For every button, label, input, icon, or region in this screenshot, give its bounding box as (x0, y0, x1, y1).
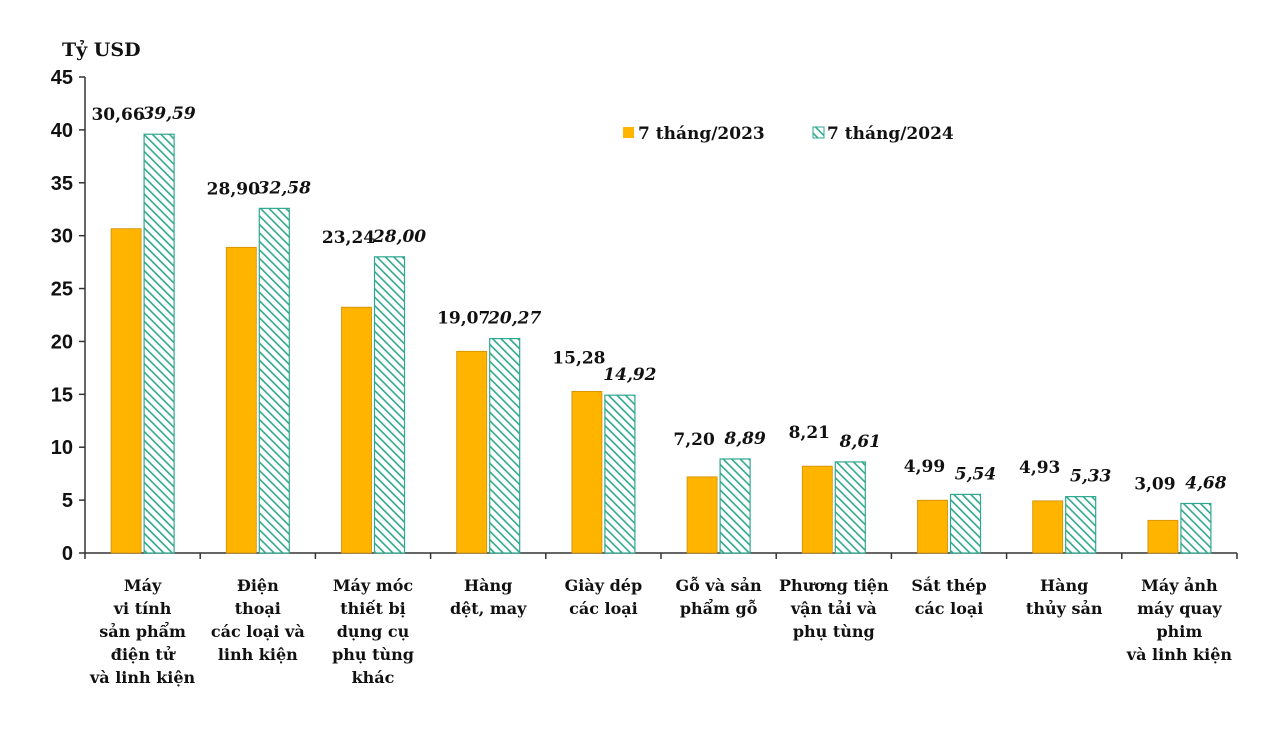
x-category-label: Điện thoại các loại và linh kiện (211, 576, 305, 664)
bar-2023 (225, 246, 257, 554)
x-category-label: Giày dép các loại (565, 576, 643, 618)
data-label-2023: 3,09 (1134, 474, 1175, 494)
y-tick-label: 20 (51, 331, 73, 353)
y-tick-label: 15 (51, 384, 73, 406)
bar-2024 (143, 133, 175, 554)
x-category-label: Hàng dệt, may (450, 576, 527, 618)
y-tick-label: 10 (51, 437, 73, 459)
data-label-2024: 39,59 (142, 104, 195, 124)
x-category-label: Gỗ và sản phẩm gỗ (676, 576, 763, 618)
bar-2024 (719, 458, 751, 554)
category-labels-group: Máy vi tính sản phẩm điện tử và linh kiệnĐiệ… (89, 575, 1232, 687)
bar-2024 (1180, 502, 1212, 554)
bar-2023 (110, 228, 142, 554)
data-label-2024: 5,33 (1070, 467, 1112, 487)
data-label-2023: 8,21 (789, 423, 830, 443)
legend-label-2023: 7 tháng/2023 (638, 124, 765, 144)
bars-group (110, 133, 1212, 554)
bar-2023 (1147, 519, 1179, 554)
bar-2023 (801, 465, 833, 554)
bar-2023 (686, 476, 718, 554)
x-category-label: Máy móc thiết bị dụng cụ phụ tùng khác (332, 576, 414, 687)
data-label-2024: 32,58 (258, 178, 311, 198)
y-tick-label: 30 (51, 226, 73, 248)
y-tick-label: 35 (51, 173, 73, 195)
data-label-2024: 20,27 (487, 309, 541, 329)
data-label-2024: 14,92 (603, 365, 656, 385)
legend-swatch-2024 (812, 126, 825, 139)
bar-2024 (604, 394, 636, 554)
data-label-2023: 23,24 (322, 228, 375, 248)
x-category-label: Phương tiện vận tải và phụ tùng (779, 576, 889, 641)
data-label-2023: 4,93 (1019, 458, 1060, 478)
data-label-2023: 4,99 (904, 457, 945, 477)
legend: 7 tháng/2023 7 tháng/2024 (623, 124, 954, 144)
bar-2024 (489, 337, 521, 554)
legend-label-2024: 7 tháng/2024 (827, 124, 954, 144)
data-label-2024: 4,68 (1185, 473, 1227, 493)
bar-2024 (258, 207, 290, 554)
bar-2023 (571, 390, 603, 554)
data-label-2023: 7,20 (673, 430, 715, 450)
bar-2023 (917, 499, 948, 554)
bar-2024 (834, 461, 866, 554)
y-axis-label: Tỷ USD (62, 39, 141, 61)
data-label-2024: 8,61 (839, 432, 881, 452)
x-category-label: Máy ảnh máy quay phim và linh kiện (1126, 576, 1233, 664)
data-label-2023: 19,07 (437, 308, 490, 328)
x-category-label: Hàng thủy sản (1026, 576, 1103, 618)
y-tick-label: 0 (62, 543, 73, 565)
bar-2023 (341, 306, 372, 554)
data-label-2024: 5,54 (955, 464, 996, 484)
legend-swatch-2023 (623, 127, 634, 138)
y-tick-label: 5 (62, 490, 73, 512)
x-category-label: Máy vi tính sản phẩm điện tử và linh kiện (89, 576, 196, 687)
bar-2024 (1065, 496, 1097, 554)
bar-2024 (373, 256, 406, 554)
data-label-2023: 28,90 (207, 179, 260, 199)
bar-2023 (456, 350, 488, 554)
y-tick-label: 45 (51, 67, 73, 89)
data-label-2023: 30,66 (91, 105, 144, 125)
y-tick-label: 25 (51, 279, 73, 301)
x-category-label: Sắt thép các loại (911, 575, 986, 618)
bar-2024 (949, 493, 982, 554)
bar-2023 (1032, 500, 1064, 554)
data-label-2024: 28,00 (372, 227, 426, 247)
data-label-2024: 8,89 (723, 429, 766, 449)
data-label-2023: 15,28 (552, 348, 605, 368)
y-tick-label: 40 (51, 120, 73, 142)
